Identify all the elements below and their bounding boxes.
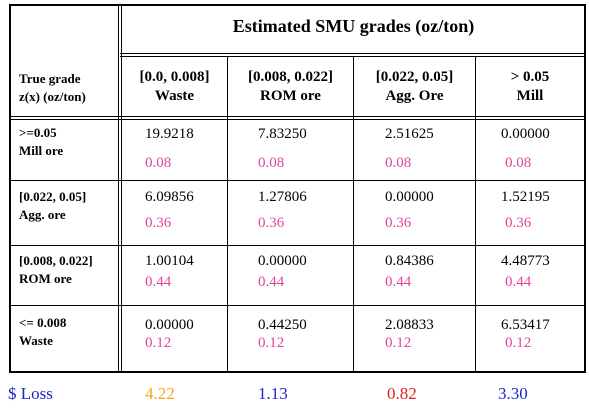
column-range: > 0.05 xyxy=(510,69,550,85)
rowhead-divider-2 xyxy=(121,4,122,373)
row-label-name: Waste xyxy=(19,333,53,348)
column-range: [0.022, 0.05] xyxy=(375,69,454,85)
cell-value: 1.27806 xyxy=(258,189,307,205)
header-divider-1 xyxy=(9,116,585,117)
column-range: [0.0, 0.008] xyxy=(139,69,210,85)
cell-value: 0.44250 xyxy=(258,317,307,333)
row-divider-1 xyxy=(9,180,585,181)
cell-probability: 0.44 xyxy=(385,274,412,290)
column-header-agg-ore: [0.022, 0.05] Agg. Ore xyxy=(354,68,475,106)
column-header-rom-ore: [0.008, 0.022] ROM ore xyxy=(228,68,353,106)
cell-probability: 0.36 xyxy=(505,215,532,231)
column-name: ROM ore xyxy=(260,88,321,104)
row-label-range: <= 0.008 xyxy=(19,315,67,330)
cell-r3-c3: 0.84386 0.44 xyxy=(385,252,470,291)
cell-r1-c2: 7.83250 0.08 xyxy=(258,125,348,172)
cell-probability: 0.12 xyxy=(385,335,412,351)
cell-r4-c2: 0.44250 0.12 xyxy=(258,316,348,352)
cell-value: 0.84386 xyxy=(385,253,434,269)
cell-probability: 0.08 xyxy=(258,155,285,171)
cell-probability: 0.12 xyxy=(145,335,172,351)
row-divider-2 xyxy=(9,245,585,246)
table-title: Estimated SMU grades (oz/ton) xyxy=(232,16,475,36)
loss-value-rom-ore: 1.13 xyxy=(258,384,288,403)
cell-value: 7.83250 xyxy=(258,126,307,142)
cell-value: 6.53417 xyxy=(501,317,550,333)
cell-probability: 0.44 xyxy=(505,274,532,290)
row-label-name: ROM ore xyxy=(19,271,72,286)
loss-value-agg-ore: 0.82 xyxy=(387,384,417,403)
title-divider-2 xyxy=(120,56,585,57)
cell-r2-c4: 1.52195 0.36 xyxy=(501,188,581,232)
cell-r1-c4: 0.00000 0.08 xyxy=(501,125,581,172)
cell-value: 0.00000 xyxy=(258,253,307,269)
col-divider-1 xyxy=(227,57,228,373)
cell-value: 1.00104 xyxy=(145,253,194,269)
cell-r2-c2: 1.27806 0.36 xyxy=(258,188,348,232)
title-divider-1 xyxy=(120,53,585,54)
cell-value: 0.00000 xyxy=(501,126,550,142)
row-label-waste: <= 0.008 Waste xyxy=(19,314,115,350)
cell-value: 4.48773 xyxy=(501,253,550,269)
row-header-label: True grade z(x) (oz/ton) xyxy=(19,70,115,106)
cell-probability: 0.08 xyxy=(145,155,172,171)
row-header-line-2: z(x) (oz/ton) xyxy=(19,89,86,104)
loss-value-waste: 4.22 xyxy=(145,384,175,403)
row-label-rom-ore: [0.008, 0.022] ROM ore xyxy=(19,252,119,288)
cell-r1-c1: 19.9218 0.08 xyxy=(145,125,225,172)
column-header-mill: > 0.05 Mill xyxy=(476,68,584,106)
row-label-mill-ore: >=0.05 Mill ore xyxy=(19,124,115,160)
cell-r2-c3: 0.00000 0.36 xyxy=(385,188,470,232)
cell-r1-c3: 2.51625 0.08 xyxy=(385,125,470,172)
column-name: Mill xyxy=(516,88,544,104)
row-label-agg-ore: [0.022, 0.05] Agg. ore xyxy=(19,188,115,224)
cell-probability: 0.44 xyxy=(145,274,172,290)
cell-probability: 0.12 xyxy=(505,335,532,351)
cell-probability: 0.36 xyxy=(258,215,285,231)
row-header-line-1: True grade xyxy=(19,71,81,86)
cell-probability: 0.36 xyxy=(385,215,412,231)
row-divider-3 xyxy=(9,305,585,306)
table-border-right xyxy=(584,4,586,373)
column-range: [0.008, 0.022] xyxy=(248,69,333,85)
col-divider-3 xyxy=(475,57,476,373)
cell-value: 6.09856 xyxy=(145,189,194,205)
col-divider-2 xyxy=(353,57,354,373)
row-label-range: [0.008, 0.022] xyxy=(19,253,93,268)
cell-value: 2.51625 xyxy=(385,126,434,142)
cell-value: 0.00000 xyxy=(385,189,434,205)
cell-probability: 0.08 xyxy=(385,155,412,171)
cell-r4-c4: 6.53417 0.12 xyxy=(501,316,581,352)
cell-value: 19.9218 xyxy=(145,126,194,142)
cell-r4-c1: 0.00000 0.12 xyxy=(145,316,225,352)
cell-value: 0.00000 xyxy=(145,317,194,333)
cell-r3-c4: 4.48773 0.44 xyxy=(501,252,581,291)
table-border-bottom xyxy=(9,371,586,373)
rowhead-divider-1 xyxy=(118,4,119,373)
cell-value: 2.08833 xyxy=(385,317,434,333)
column-header-waste: [0.0, 0.008] Waste xyxy=(122,68,227,106)
cell-value: 1.52195 xyxy=(501,189,550,205)
table-border-left xyxy=(9,4,11,373)
cell-probability: 0.08 xyxy=(505,155,532,171)
cell-probability: 0.12 xyxy=(258,335,285,351)
cell-probability: 0.36 xyxy=(145,215,172,231)
row-label-range: [0.022, 0.05] xyxy=(19,189,87,204)
header-divider-2 xyxy=(9,119,585,120)
cell-r3-c2: 0.00000 0.44 xyxy=(258,252,348,291)
cell-r3-c1: 1.00104 0.44 xyxy=(145,252,225,291)
loss-label: $ Loss xyxy=(8,384,53,403)
cell-probability: 0.44 xyxy=(258,274,285,290)
row-label-name: Agg. ore xyxy=(19,207,66,222)
row-label-range: >=0.05 xyxy=(19,125,57,140)
column-name: Agg. Ore xyxy=(385,88,444,104)
cell-r2-c1: 6.09856 0.36 xyxy=(145,188,225,232)
column-name: Waste xyxy=(154,88,195,104)
table-border-top xyxy=(9,4,585,6)
cell-r4-c3: 2.08833 0.12 xyxy=(385,316,470,352)
loss-value-mill: 3.30 xyxy=(498,384,528,403)
row-label-name: Mill ore xyxy=(19,143,64,158)
